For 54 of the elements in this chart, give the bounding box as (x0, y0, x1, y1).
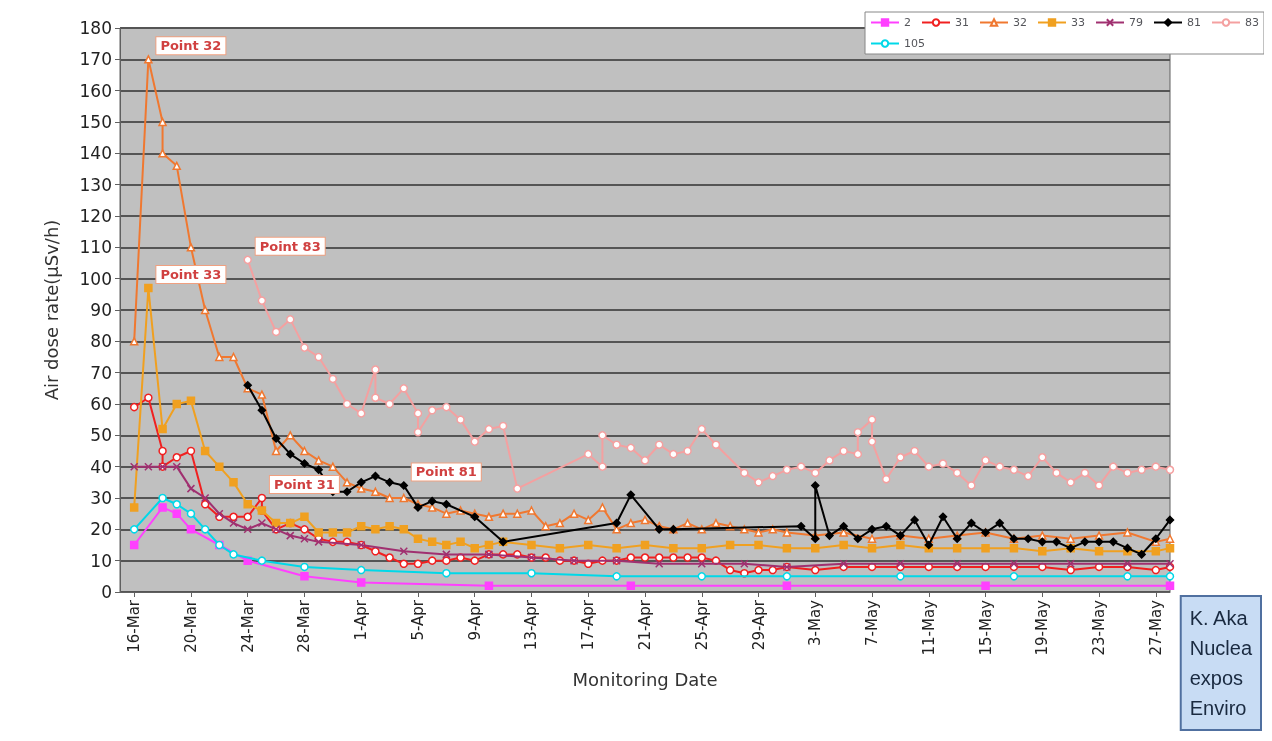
x-tick-label: 29-Apr (749, 599, 768, 651)
text: K. Aka Nuclea expos Enviro (1189, 607, 1253, 719)
annotation: Point 81 (415, 464, 477, 480)
y-tick-label: 20 (90, 519, 112, 540)
y-tick-label: 100 (79, 268, 112, 289)
legend-label: 79 (1129, 16, 1144, 29)
annotation: Point 31 (273, 477, 335, 492)
legend-label: 105 (904, 37, 926, 50)
x-tick-label: 20-Mar (181, 599, 200, 653)
x-tick-label: 23-May (1090, 599, 1109, 656)
y-tick-label: 150 (79, 112, 112, 132)
x-tick-label: 24-Mar (238, 599, 257, 653)
x-tick-label: 21-Apr (636, 599, 654, 651)
y-tick-label: 80 (90, 331, 112, 352)
legend-label: 2 (904, 16, 912, 29)
x-axis-title: Monitoring Date (572, 668, 718, 690)
x-tick-label: 9-Apr (465, 599, 484, 641)
legend-label: 32 (1013, 16, 1028, 29)
x-tick-label: 19-May (1033, 599, 1052, 656)
x-tick-label: 27-May (1146, 599, 1165, 656)
y-tick-label: 50 (90, 425, 112, 446)
y-tick-label: 60 (90, 394, 112, 414)
legend-label: 81 (1187, 16, 1202, 29)
x-tick-label: 11-May (919, 599, 938, 656)
x-tick-label: 7-May (863, 599, 882, 646)
legend-label: 83 (1245, 16, 1259, 29)
y-tick-label: 70 (90, 362, 112, 383)
y-tick-label: 140 (79, 143, 112, 164)
y-tick-label: 40 (90, 456, 112, 477)
annotation: Point 33 (160, 267, 222, 283)
x-tick-label: 1-Apr (352, 599, 371, 641)
legend-label: 33 (1071, 16, 1086, 29)
y-tick-label: 180 (79, 18, 112, 38)
y-tick-label: 110 (79, 237, 112, 258)
x-tick-label: 3-May (806, 599, 825, 646)
x-tick-label: 15-May (976, 599, 995, 656)
x-tick-label: 25-Apr (692, 599, 711, 651)
y-tick-label: 120 (79, 206, 112, 226)
annotation: Point 83 (259, 238, 321, 254)
y-tick-label: 30 (90, 488, 112, 508)
y-tick-label: 10 (90, 550, 112, 571)
y-tick-label: 160 (79, 80, 112, 101)
x-tick-label: 13-Apr (522, 599, 541, 651)
x-tick-label: 17-Apr (579, 599, 598, 651)
y-tick-label: 130 (79, 174, 112, 195)
x-tick-label: 5-Apr (408, 599, 427, 641)
y-tick-label: 0 (101, 582, 112, 602)
legend-label: 31 (955, 16, 970, 29)
y-tick-label: 90 (90, 300, 112, 320)
y-tick-label: 170 (79, 49, 112, 70)
x-tick-label: 16-Mar (125, 599, 144, 653)
x-tick-label: 28-Mar (295, 599, 314, 653)
annotation: Point 32 (160, 38, 222, 54)
y-axis-title: Air dose rate(μSv/h) (40, 219, 62, 401)
